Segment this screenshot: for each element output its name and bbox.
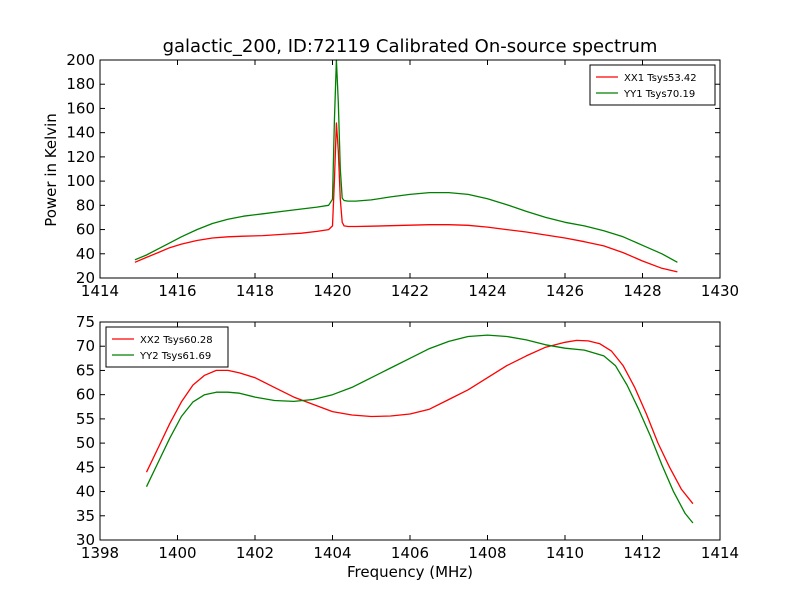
- x-tick-label: 1422: [391, 282, 429, 300]
- x-tick-label: 1414: [81, 282, 119, 300]
- chart-title: galactic_200, ID:72119 Calibrated On-sou…: [163, 36, 658, 57]
- legend-box-2: [105, 326, 229, 368]
- y-tick-label: 35: [76, 507, 95, 525]
- y-tick-label: 45: [76, 458, 95, 476]
- y-tick-label: 50: [76, 434, 95, 452]
- legend-box-1: [589, 64, 716, 106]
- y-tick-label: 60: [76, 221, 95, 239]
- y-tick-label: 120: [66, 148, 95, 166]
- y-tick-label: 160: [66, 99, 95, 117]
- series-line-2-2: [145, 334, 694, 524]
- y-tick-label: 100: [66, 172, 95, 190]
- legend-entry: YY2 Tsys61.69: [139, 351, 211, 362]
- y-tick-label: 20: [76, 269, 95, 287]
- y-tick-label: 60: [76, 386, 95, 404]
- y-tick-label: 40: [76, 245, 95, 263]
- legend-entry: XX2 Tsys60.28: [140, 335, 213, 346]
- x-tick-label: 1430: [701, 282, 739, 300]
- y-tick-label: 200: [66, 51, 95, 69]
- x-tick-label: 1416: [158, 282, 196, 300]
- x-tick-label: 1412: [623, 544, 661, 562]
- x-tick-label: 1406: [391, 544, 429, 562]
- x-axis-label-bottom: Frequency (MHz): [347, 563, 473, 581]
- x-tick-label: 1398: [81, 544, 119, 562]
- y-tick-label: 80: [76, 196, 95, 214]
- series-line-2-1: [145, 339, 694, 505]
- y-axis-label-top: Power in Kelvin: [42, 113, 60, 227]
- y-tick-label: 40: [76, 483, 95, 501]
- x-tick-label: 1408: [468, 544, 506, 562]
- y-tick-label: 30: [76, 531, 95, 549]
- y-tick-label: 65: [76, 361, 95, 379]
- x-tick-label: 1428: [623, 282, 661, 300]
- x-tick-label: 1400: [158, 544, 196, 562]
- x-tick-label: 1426: [546, 282, 584, 300]
- y-tick-label: 55: [76, 410, 95, 428]
- x-tick-label: 1420: [313, 282, 351, 300]
- x-tick-label: 1410: [546, 544, 584, 562]
- y-tick-label: 75: [76, 313, 95, 331]
- series-line-1-2: [134, 59, 678, 263]
- y-tick-label: 140: [66, 124, 95, 142]
- x-tick-label: 1418: [236, 282, 274, 300]
- y-tick-label: 180: [66, 75, 95, 93]
- x-tick-label: 1414: [701, 544, 739, 562]
- x-tick-label: 1402: [236, 544, 274, 562]
- x-tick-label: 1424: [468, 282, 506, 300]
- y-tick-label: 70: [76, 337, 95, 355]
- legend-entry: YY1 Tsys70.19: [623, 89, 695, 100]
- x-tick-label: 1404: [313, 544, 351, 562]
- legend-entry: XX1 Tsys53.42: [624, 73, 697, 84]
- series-line-1-1: [134, 122, 678, 273]
